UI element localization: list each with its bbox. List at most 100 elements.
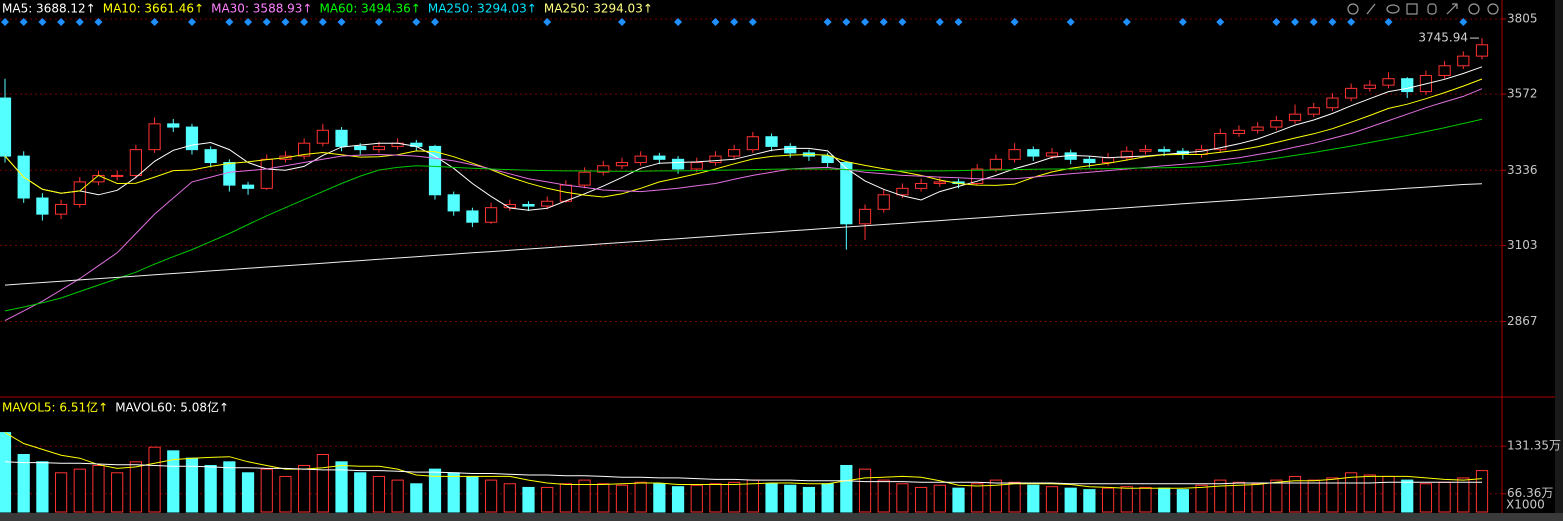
ma-line [4, 78, 1483, 198]
signal-marker [1347, 18, 1356, 26]
tab-bar[interactable] [0, 513, 1563, 521]
volume-bar [1139, 486, 1152, 513]
volume-bar [279, 475, 292, 513]
volume-bar [1045, 486, 1059, 513]
legend-entry: MA250: 3294.03↑ [544, 2, 653, 16]
signal-marker [842, 18, 851, 26]
volume-bar [1307, 479, 1320, 513]
candle-body [354, 145, 367, 151]
candle-body [634, 155, 647, 164]
volume-bar [1101, 487, 1115, 513]
candle-body [204, 149, 217, 164]
ma-line [4, 183, 1483, 286]
candle-body [167, 123, 180, 128]
volume-bar [971, 483, 984, 513]
signal-marker [1272, 18, 1281, 26]
candle-body [223, 162, 236, 186]
zoom-in[interactable] [1468, 3, 1480, 15]
volume-bar [615, 484, 629, 513]
signal-marker [431, 18, 440, 26]
candle-body [241, 184, 255, 189]
volume-bar [148, 446, 161, 513]
volume-bar [653, 483, 666, 513]
volume-bar [167, 450, 180, 513]
volume-bar [933, 484, 946, 513]
candle-body [728, 149, 741, 157]
draw-icon[interactable] [1366, 3, 1376, 15]
volume-bar [129, 461, 142, 513]
signal-marker [225, 18, 234, 26]
volume-bar [1027, 484, 1040, 513]
legend-entry: MAVOL60: 5.08亿↑ [115, 400, 229, 415]
y-tick-label: 3572 [1507, 87, 1538, 101]
volume-bar [1457, 477, 1470, 513]
volume-bar [223, 461, 236, 513]
volume-bar [354, 472, 367, 513]
view-icon[interactable] [1386, 4, 1400, 14]
candle-body [578, 171, 591, 186]
volume-bar [410, 483, 423, 513]
signal-marker [1328, 18, 1337, 26]
lock-icon[interactable] [1406, 3, 1418, 15]
candle-body [260, 158, 273, 189]
signal-marker [711, 18, 720, 26]
volume-bar [671, 486, 685, 513]
legend-entry: MA250: 3294.03↑ [428, 2, 537, 16]
candle-body [1120, 150, 1133, 159]
volume-bar [17, 454, 30, 513]
candle-body [746, 136, 759, 151]
candle-body [466, 210, 479, 223]
settings-icon[interactable] [1347, 3, 1359, 15]
volume-bar [858, 468, 872, 513]
volume-bar [877, 479, 890, 513]
signal-marker [19, 18, 28, 26]
volume-bar [335, 461, 348, 513]
signal-marker [244, 18, 253, 26]
volume-bar [1270, 479, 1283, 513]
candle-body [933, 181, 946, 185]
y-tick-label: 3103 [1507, 238, 1538, 252]
volume-bar [316, 454, 329, 513]
candle-body [522, 203, 535, 207]
candle-body [1232, 129, 1246, 135]
candle-body [709, 155, 722, 164]
candle-body [73, 181, 86, 205]
signal-marker [674, 18, 683, 26]
candle-body [1251, 126, 1264, 131]
candle-body [111, 174, 124, 177]
y-tick-label: 2867 [1507, 314, 1538, 328]
candle-body [915, 183, 928, 189]
signal-marker [150, 18, 159, 26]
candle-body [989, 158, 1003, 170]
candle-body [1083, 158, 1096, 164]
volume-bar [36, 461, 49, 513]
signal-marker [1309, 18, 1318, 26]
candle-body [1457, 55, 1470, 67]
candle-body [36, 197, 49, 215]
signal-marker [617, 18, 626, 26]
zoom-out[interactable] [1487, 3, 1499, 15]
signal-marker [898, 18, 907, 26]
legend-entry: MAVOL5: 6.51亿↑ [2, 400, 108, 415]
candle-body [877, 194, 890, 210]
volume-bar [1083, 489, 1096, 513]
candle-body [1288, 113, 1302, 122]
zoom-icon[interactable] [1446, 3, 1458, 15]
signal-marker [94, 18, 103, 26]
volume-bar [915, 486, 928, 513]
ma-line [4, 66, 1483, 211]
volume-bar [1120, 486, 1133, 513]
volume-bar [840, 464, 853, 513]
volume-bar [765, 483, 778, 513]
volume-bar [54, 472, 68, 513]
volume-bar [578, 479, 591, 513]
candle-body [484, 207, 498, 223]
legend-entry: MA5: 3688.12↑ [2, 2, 96, 16]
signal-marker [38, 18, 47, 26]
signal-marker [1178, 18, 1187, 26]
hand-icon[interactable] [1427, 3, 1437, 15]
legend-entry: MA60: 3494.36↑ [319, 2, 420, 16]
signal-marker [1122, 18, 1131, 26]
volume-bar [111, 472, 124, 513]
